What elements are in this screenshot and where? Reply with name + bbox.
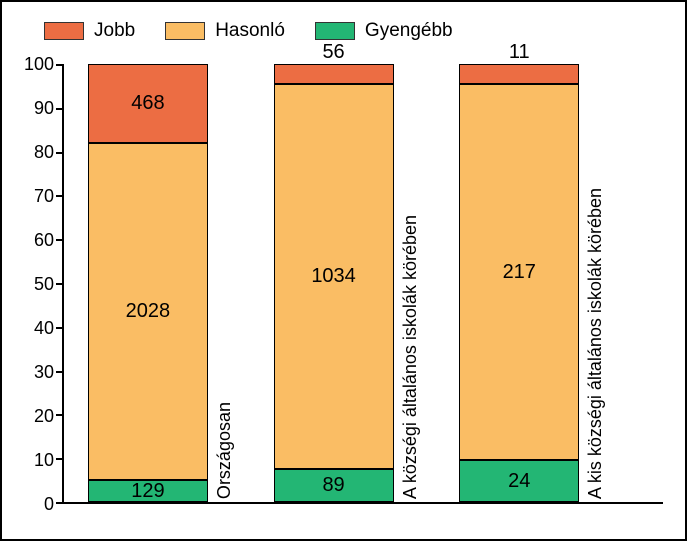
chart-area: 1009080706050403020100 1292028468Országo… (24, 64, 663, 504)
y-tick-mark (56, 502, 64, 504)
y-tick-mark (56, 195, 64, 197)
bar-segment-gyengébb: 24 (459, 460, 579, 502)
bar-segment-gyengébb: 89 (274, 469, 394, 502)
legend-item-gyengebb: Gyengébb (315, 20, 453, 42)
plot-area: 1292028468Országosan89103456A községi ál… (62, 64, 663, 504)
category-label: A kis községi általános iskolák körében (585, 188, 606, 499)
bar-segment-jobb: 56 (274, 64, 394, 84)
legend-item-jobb: Jobb (44, 20, 135, 42)
bar-segment-jobb: 11 (459, 64, 579, 84)
legend-swatch-jobb (44, 22, 84, 40)
legend-label: Jobb (94, 20, 135, 42)
bar-segment-hasonló: 1034 (274, 84, 394, 469)
legend-item-hasonlo: Hasonló (165, 20, 285, 42)
y-tick-mark (56, 152, 64, 154)
chart-frame: Jobb Hasonló Gyengébb 100908070605040302… (0, 0, 687, 541)
bar-segment-jobb: 468 (88, 64, 208, 143)
legend-swatch-gyengebb (315, 22, 355, 40)
bar-segment-hasonló: 2028 (88, 143, 208, 480)
y-tick-mark (56, 371, 64, 373)
y-tick-mark (56, 108, 64, 110)
category-label: Országosan (214, 402, 235, 499)
y-tick-mark (56, 458, 64, 460)
bar-segment-gyengébb: 129 (88, 480, 208, 502)
legend-label: Hasonló (215, 20, 285, 42)
y-tick-mark (56, 239, 64, 241)
bar-segment-hasonló: 217 (459, 84, 579, 461)
y-tick-mark (56, 414, 64, 416)
y-tick-mark (56, 64, 64, 66)
y-tick-mark (56, 327, 64, 329)
bar-group: 2421711A kis községi általános iskolák k… (459, 64, 579, 502)
bar-value-label: 11 (509, 41, 530, 64)
bar-group: 89103456A községi általános iskolák köré… (274, 64, 394, 502)
bar-value-label: 56 (322, 41, 344, 64)
legend-swatch-hasonlo (165, 22, 205, 40)
legend-label: Gyengébb (365, 20, 453, 42)
bar-group: 1292028468Országosan (88, 64, 208, 502)
category-label: A községi általános iskolák körében (400, 215, 421, 499)
legend: Jobb Hasonló Gyengébb (44, 20, 663, 42)
y-tick-mark (56, 283, 64, 285)
